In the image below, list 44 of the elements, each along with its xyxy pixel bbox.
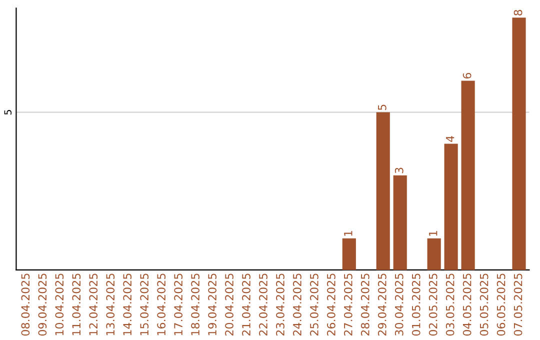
bar	[376, 112, 390, 270]
x-tick-label: 29.04.2025	[378, 274, 386, 336]
x-tick-label: 15.04.2025	[140, 274, 149, 336]
bar	[427, 238, 441, 270]
x-tick-label: 27.04.2025	[344, 274, 352, 336]
x-tick-label: 06.05.2025	[496, 274, 506, 336]
x-tick-label: 10.04.2025	[55, 274, 64, 336]
x-tick-label: 22.04.2025	[259, 274, 268, 336]
bar	[342, 238, 356, 270]
bar	[393, 175, 407, 270]
x-tick-label: 03.05.2025	[446, 274, 454, 336]
x-tick-label: 07.05.2025	[514, 274, 522, 336]
bar	[444, 144, 458, 270]
data-label: 1	[344, 230, 352, 236]
x-tick-label: 18.04.2025	[191, 274, 200, 336]
x-tick-label: 16.04.2025	[157, 274, 166, 336]
x-tick-label: 19.04.2025	[208, 274, 216, 336]
data-label: 8	[514, 10, 522, 16]
data-label: 4	[446, 136, 454, 142]
bar	[461, 80, 475, 270]
x-tick-label: 08.04.2025	[21, 274, 30, 336]
x-tick-label: 20.04.2025	[225, 274, 234, 336]
x-tick-label: 13.04.2025	[106, 274, 115, 336]
x-tick-label: 21.04.2025	[242, 274, 250, 336]
x-tick-label: 05.05.2025	[480, 274, 488, 336]
data-label: 3	[394, 168, 404, 174]
x-tick-label: 04.05.2025	[462, 274, 472, 336]
data-label: 1	[429, 230, 438, 236]
bar	[512, 18, 526, 270]
x-tick-label: 12.04.2025	[89, 274, 98, 336]
x-tick-label: 09.04.2025	[38, 274, 47, 336]
x-tick-label: 24.04.2025	[293, 274, 302, 336]
x-tick-label: 02.05.2025	[428, 274, 438, 336]
data-label: 6	[462, 72, 472, 79]
x-tick-label: 25.04.2025	[310, 274, 318, 336]
x-tick-label: 14.04.2025	[123, 274, 132, 336]
data-label: 5	[378, 104, 386, 110]
x-tick-label: 23.04.2025	[276, 274, 284, 336]
x-tick-label: 01.05.2025	[412, 274, 420, 336]
x-tick-label: 30.04.2025	[394, 274, 404, 336]
x-tick-label: 11.04.2025	[72, 274, 81, 336]
x-tick-label: 26.04.2025	[326, 274, 336, 336]
x-tick-label: 17.04.2025	[174, 274, 182, 336]
x-tick-label: 28.04.2025	[360, 274, 370, 336]
